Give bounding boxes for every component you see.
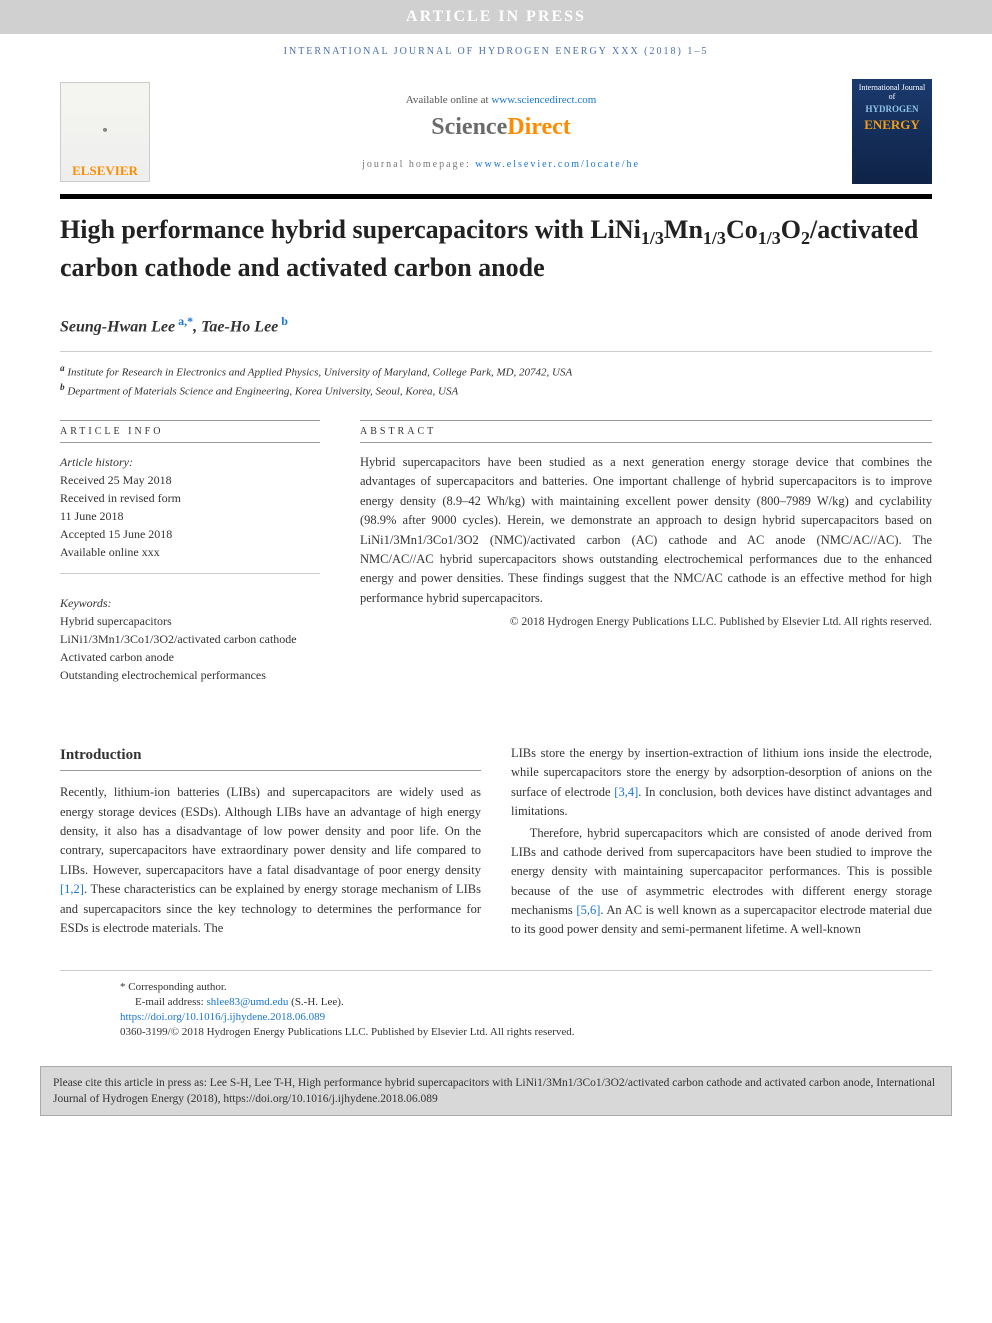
corresponding-author: * Corresponding author. [120,981,872,993]
citation-box: Please cite this article in press as: Le… [40,1066,952,1116]
available-label: Available online at [406,94,492,106]
homepage-url[interactable]: www.elsevier.com/locate/he [475,159,640,170]
footer-block: * Corresponding author. E-mail address: … [60,970,932,1058]
elsevier-text: ELSEVIER [72,161,138,181]
affiliations: a Institute for Research in Electronics … [0,358,992,420]
homepage-label: journal homepage: [362,159,475,170]
intro-c1-p1: Recently, lithium-ion batteries (LIBs) a… [60,785,481,877]
title-p1: High performance hybrid supercapacitors … [60,215,641,244]
authors: Seung-Hwan Lee a,*, Tae-Ho Lee b [0,304,992,344]
intro-col-right: LIBs store the energy by insertion-extra… [511,744,932,940]
intro-col-left: Introduction Recently, lithium-ion batte… [60,744,481,940]
cover-hydrogen: HYDROGEN [856,104,928,114]
header-center: Available online at www.sciencedirect.co… [170,94,832,170]
issn-line: 0360-3199/© 2018 Hydrogen Energy Publica… [120,1026,872,1038]
sciencedirect-url[interactable]: www.sciencedirect.com [491,94,596,106]
ref-link-12[interactable]: [1,2] [60,882,84,896]
intro-para-2: LIBs store the energy by insertion-extra… [511,744,932,822]
article-title: High performance hybrid supercapacitors … [60,213,932,284]
article-info-text: Article history: Received 25 May 2018 Re… [60,453,320,561]
abstract-col: ABSTRACT Hybrid supercapacitors have bee… [360,420,932,684]
abstract-text: Hybrid supercapacitors have been studied… [360,453,932,608]
accepted: Accepted 15 June 2018 [60,525,320,543]
title-s3: 1/3 [758,228,781,248]
doi-line: https://doi.org/10.1016/j.ijhydene.2018.… [120,1011,872,1023]
revised-2: 11 June 2018 [60,507,320,525]
title-p4: O [781,215,801,244]
keywords-block: Keywords: Hybrid supercapacitors LiNi1/3… [60,594,320,684]
ref-link-34[interactable]: [3,4] [614,785,638,799]
email-line: E-mail address: shlee83@umd.edu (S.-H. L… [135,996,872,1008]
email-link[interactable]: shlee83@umd.edu [206,996,288,1008]
article-in-press-banner: ARTICLE IN PRESS [0,0,992,34]
keyword-1: Hybrid supercapacitors [60,612,320,630]
journal-homepage: journal homepage: www.elsevier.com/locat… [170,159,832,170]
aff-a-text: Institute for Research in Electronics an… [65,366,573,378]
cover-line1: International Journal of [856,83,928,101]
ref-link-56[interactable]: [5,6] [576,903,600,917]
elsevier-tree-icon [61,83,149,161]
doi-link[interactable]: https://doi.org/10.1016/j.ijhydene.2018.… [120,1011,325,1023]
author-2-sup: b [278,314,288,328]
elsevier-logo: ELSEVIER [60,82,150,182]
history-label: Article history: [60,453,320,471]
keywords-label: Keywords: [60,594,320,612]
header-block: ELSEVIER Available online at www.science… [0,69,992,194]
author-divider [60,351,932,352]
intro-c1-p2: . These characteristics can be explained… [60,882,481,935]
available-online: Available online xxx [60,543,320,561]
article-info-col: ARTICLE INFO Article history: Received 2… [60,420,320,684]
author-2: Tae-Ho Lee [201,319,278,336]
author-1-sup: a,* [175,314,193,328]
available-online: Available online at www.sciencedirect.co… [170,94,832,106]
title-s2: 1/3 [703,228,726,248]
title-s1: 1/3 [641,228,664,248]
received: Received 25 May 2018 [60,471,320,489]
revised-1: Received in revised form [60,489,320,507]
title-p2: Mn [664,215,703,244]
author-sep: , [193,319,201,336]
keyword-3: Activated carbon anode [60,648,320,666]
intro-para-1: Recently, lithium-ion batteries (LIBs) a… [60,783,481,938]
info-abstract-row: ARTICLE INFO Article history: Received 2… [0,420,992,684]
direct-text: Direct [507,114,571,140]
sciencedirect-logo: ScienceDirect [170,114,832,141]
article-info-heading: ARTICLE INFO [60,420,320,443]
abstract-heading: ABSTRACT [360,420,932,443]
affiliation-b: b Department of Materials Science and En… [60,381,932,400]
title-p3: Co [726,215,758,244]
keyword-4: Outstanding electrochemical performances [60,666,320,684]
sci-text: Science [431,114,507,140]
info-divider [60,573,320,574]
title-block: High performance hybrid supercapacitors … [0,199,992,304]
aff-b-text: Department of Materials Science and Engi… [65,386,459,398]
cover-energy: ENERGY [856,117,928,133]
affiliation-a: a Institute for Research in Electronics … [60,362,932,381]
keyword-2: LiNi1/3Mn1/3Co1/3O2/activated carbon cat… [60,630,320,648]
journal-reference: INTERNATIONAL JOURNAL OF HYDROGEN ENERGY… [0,34,992,69]
author-1: Seung-Hwan Lee [60,319,175,336]
abstract-copyright: © 2018 Hydrogen Energy Publications LLC.… [360,616,932,628]
email-after: (S.-H. Lee). [288,996,343,1008]
intro-para-3: Therefore, hybrid supercapacitors which … [511,824,932,940]
intro-heading: Introduction [60,744,481,771]
email-label: E-mail address: [135,996,206,1008]
introduction-block: Introduction Recently, lithium-ion batte… [0,684,992,960]
title-s4: 2 [801,228,810,248]
journal-cover: International Journal of HYDROGEN ENERGY [852,79,932,184]
